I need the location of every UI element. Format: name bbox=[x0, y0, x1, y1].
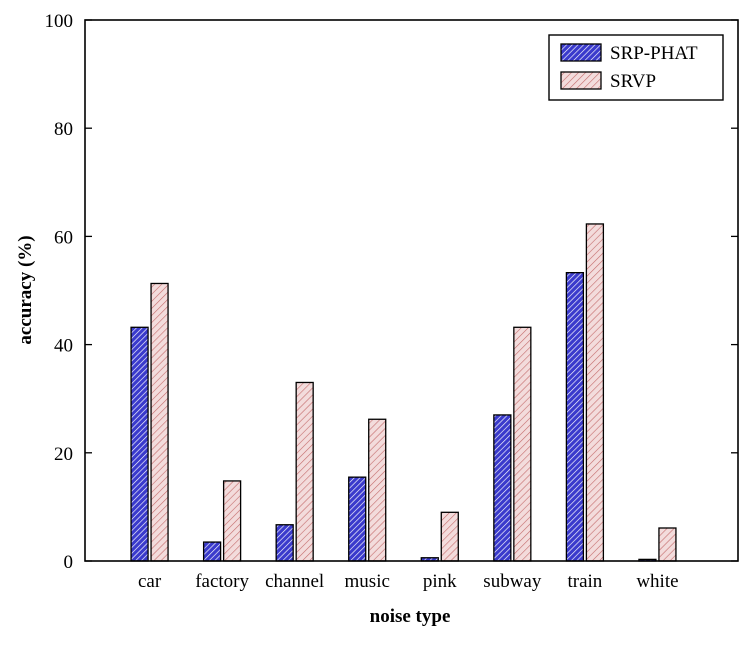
x-tick-label: channel bbox=[265, 571, 324, 592]
bar-srvp-pink bbox=[440, 511, 459, 562]
x-tick-label: music bbox=[345, 571, 390, 592]
x-tick-label: subway bbox=[483, 571, 542, 592]
x-tick-label: train bbox=[567, 571, 602, 592]
plot-frame bbox=[84, 19, 739, 562]
y-tick-label: 60 bbox=[54, 227, 73, 248]
y-tick-label: 0 bbox=[64, 552, 74, 573]
x-tick-label: factory bbox=[195, 571, 249, 592]
y-axis-label: accuracy (%) bbox=[15, 235, 36, 344]
x-tick-label: white bbox=[636, 571, 678, 592]
bar-srvp-music bbox=[368, 418, 387, 562]
bar-srvp-channel bbox=[295, 381, 314, 562]
y-tick-label: 100 bbox=[45, 11, 74, 32]
legend-swatch bbox=[560, 71, 602, 90]
axes-layer: 0 20 40 60 80 100 car factory channel music pink su… bbox=[45, 11, 739, 592]
bar-srp-phat-music bbox=[348, 476, 367, 562]
bar-srvp-factory bbox=[222, 480, 242, 562]
bar-srp-phat-subway bbox=[493, 414, 512, 562]
bar-srvp-subway bbox=[513, 326, 532, 562]
bar-srvp-white bbox=[658, 527, 677, 562]
legend-label: SRP-PHAT bbox=[610, 43, 698, 64]
x-tick-label: pink bbox=[423, 571, 457, 592]
bar-srp-phat-car bbox=[130, 326, 149, 562]
bar-srp-phat-factory bbox=[202, 541, 222, 562]
y-tick-label: 40 bbox=[54, 336, 73, 357]
legend-swatch bbox=[560, 43, 602, 62]
y-tick-label: 80 bbox=[54, 119, 73, 140]
x-tick-label: car bbox=[138, 571, 162, 592]
bar-srp-phat-train bbox=[565, 271, 585, 562]
legend: SRP-PHAT SRVP bbox=[548, 34, 724, 101]
x-axis-label: noise type bbox=[370, 606, 451, 627]
bar-srp-phat-channel bbox=[275, 524, 294, 562]
bars-layer bbox=[130, 223, 677, 562]
bar-srvp-car bbox=[150, 282, 169, 562]
bar-srvp-train bbox=[585, 223, 605, 562]
y-tick-label: 20 bbox=[54, 444, 73, 465]
legend-label: SRVP bbox=[610, 71, 656, 92]
